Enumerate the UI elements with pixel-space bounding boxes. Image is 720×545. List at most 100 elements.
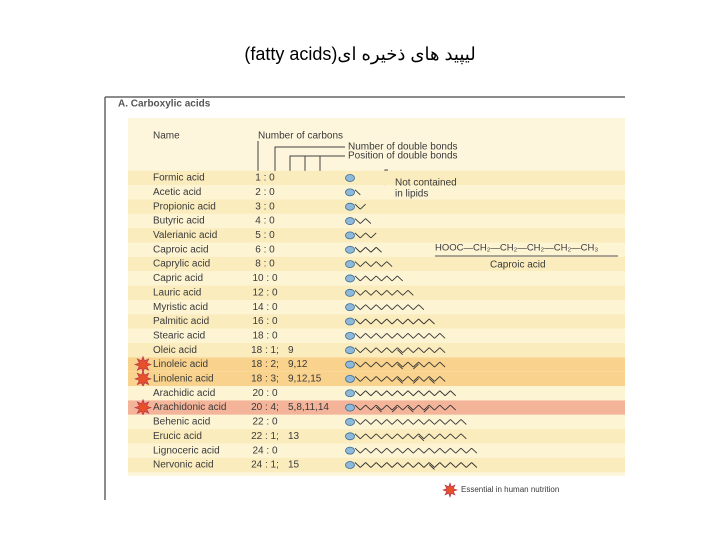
- chain-bond: [434, 333, 441, 339]
- row-band: [128, 256, 625, 272]
- chain-bond: [365, 447, 372, 454]
- chain-bond: [391, 289, 398, 296]
- chain-bond: [354, 318, 361, 325]
- chain-bond: [412, 304, 419, 310]
- chain-bond: [428, 462, 435, 468]
- chain-bond: [370, 347, 377, 354]
- chain-bond: [370, 361, 377, 368]
- chain-bond: [444, 433, 451, 440]
- chain-bond: [391, 333, 398, 339]
- bond-positions: 9: [288, 345, 294, 356]
- acid-name: Nervonic acid: [153, 460, 214, 471]
- chain-bond: [391, 447, 398, 454]
- chain-bond: [391, 275, 398, 282]
- acid-name: Butyric acid: [153, 216, 205, 227]
- bond-positions: 9,12,15: [288, 374, 322, 385]
- chain-bond: [450, 419, 457, 425]
- row-band: [128, 213, 625, 229]
- column-header: Position of double bonds: [348, 151, 458, 162]
- chain-bond: [365, 232, 372, 239]
- chain-bond: [370, 261, 377, 267]
- chain-bond: [386, 275, 393, 282]
- chain-bond: [365, 275, 372, 282]
- carbon-count: 4 : 0: [255, 216, 275, 227]
- double-bond: [428, 464, 435, 470]
- chain-bond: [354, 447, 361, 454]
- chain-bond: [359, 232, 366, 239]
- chain-bond: [423, 347, 430, 354]
- chain-bond: [418, 390, 425, 397]
- chain-bond: [370, 289, 377, 296]
- chain-bond: [375, 318, 382, 325]
- chain-bond: [359, 376, 366, 382]
- chain-bond: [381, 275, 388, 282]
- chain-bond: [354, 419, 361, 425]
- carbon-count: 24 : 1;: [251, 460, 279, 471]
- note: in lipids: [395, 189, 428, 200]
- chain-bond: [370, 275, 377, 282]
- chain-bond: [381, 304, 388, 310]
- chain-bond: [423, 462, 430, 468]
- carbon-count: 12 : 0: [252, 287, 277, 298]
- chain-bond: [359, 404, 366, 411]
- chain-bond: [418, 318, 425, 325]
- formula-caption: Caproic acid: [490, 260, 546, 271]
- chain-bond: [365, 246, 372, 253]
- chain-bond: [359, 347, 366, 354]
- chain-bond: [450, 433, 457, 440]
- chain-bond: [460, 447, 467, 454]
- row-band: [128, 314, 625, 329]
- chain-bond: [386, 433, 393, 440]
- chain-bond: [386, 447, 393, 454]
- chain-bond: [375, 390, 382, 397]
- chain-bond: [439, 404, 446, 411]
- chain-bond: [381, 462, 388, 468]
- chain-bond: [444, 390, 451, 397]
- chain-bond: [423, 404, 430, 411]
- chain-bond: [428, 404, 435, 411]
- chain-bond: [370, 419, 377, 425]
- carboxyl-group: [345, 432, 355, 441]
- chain-bond: [375, 261, 382, 267]
- chain-bond: [354, 246, 361, 253]
- chain-bond: [365, 404, 372, 411]
- chain-bond: [465, 447, 472, 454]
- chain-bond: [423, 419, 430, 425]
- carboxyl-group: [345, 217, 355, 225]
- carbon-count: 8 : 0: [255, 259, 275, 270]
- chain-bond: [359, 318, 366, 325]
- chain-bond: [407, 347, 414, 354]
- chain-bond: [386, 261, 393, 267]
- chain-bond: [370, 318, 377, 325]
- double-bond: [397, 378, 404, 384]
- carbon-count: 18 : 2;: [251, 359, 279, 370]
- double-bond: [423, 406, 430, 413]
- chain-bond: [375, 246, 382, 253]
- chain-bond: [354, 261, 361, 267]
- chain-bond: [365, 433, 372, 440]
- carbon-count: 20 : 0: [252, 388, 277, 399]
- chain-bond: [365, 304, 372, 310]
- carbon-count: 22 : 1;: [251, 431, 279, 442]
- chain-bond: [434, 376, 441, 382]
- acid-name: Stearic acid: [153, 330, 205, 341]
- chain-bond: [359, 203, 366, 210]
- chain-bond: [370, 304, 377, 310]
- chain-bond: [354, 390, 361, 397]
- chain-bond: [460, 462, 467, 468]
- chain-bond: [444, 447, 451, 454]
- chain-bond: [354, 433, 361, 440]
- chain-bond: [354, 232, 361, 239]
- chain-bond: [391, 347, 398, 354]
- carboxyl-group: [345, 245, 355, 254]
- chain-bond: [386, 390, 393, 397]
- chain-bond: [428, 419, 435, 425]
- acid-name: Capric acid: [153, 273, 203, 284]
- carbon-count: 20 : 4;: [251, 402, 279, 413]
- chain-bond: [365, 289, 372, 296]
- chain-bond: [375, 289, 382, 296]
- chain-bond: [412, 318, 419, 325]
- chain-bond: [397, 404, 404, 411]
- chain-bond: [375, 275, 382, 282]
